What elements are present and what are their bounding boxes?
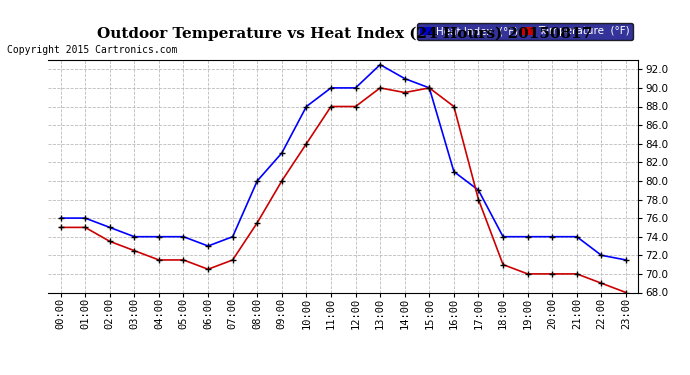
- Text: Copyright 2015 Cartronics.com: Copyright 2015 Cartronics.com: [7, 45, 177, 55]
- Legend: Heat Index  (°F), Temperature  (°F): Heat Index (°F), Temperature (°F): [417, 23, 633, 40]
- Text: Outdoor Temperature vs Heat Index (24 Hours) 20150817: Outdoor Temperature vs Heat Index (24 Ho…: [97, 26, 593, 40]
